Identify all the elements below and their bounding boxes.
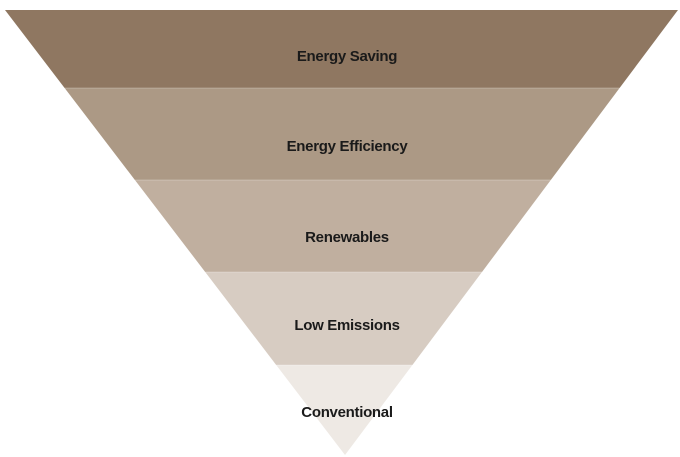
level-band (205, 272, 482, 365)
level-label: Low Emissions (294, 317, 399, 334)
level-band (5, 10, 678, 88)
level-band (134, 180, 551, 272)
level-band (64, 88, 620, 180)
level-label: Renewables (305, 229, 389, 246)
level-label: Energy Efficiency (287, 138, 409, 155)
level-band (276, 365, 413, 455)
level-label: Conventional (301, 404, 393, 421)
level-label: Energy Saving (297, 48, 397, 65)
